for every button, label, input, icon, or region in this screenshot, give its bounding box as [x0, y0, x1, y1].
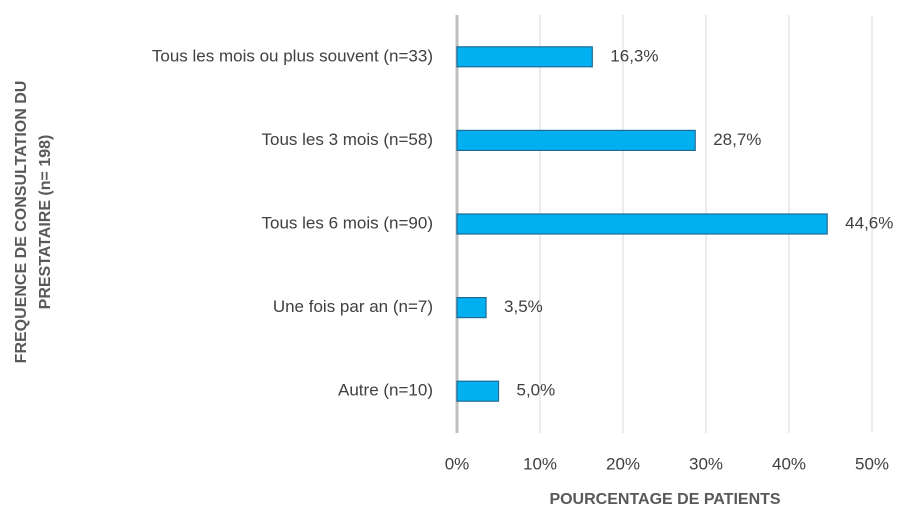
x-tick-label: 0%	[445, 454, 470, 473]
x-tick-label: 50%	[855, 454, 889, 473]
bar	[456, 46, 593, 68]
y-tick-label: Tous les 6 mois (n=90)	[262, 213, 434, 232]
data-label: 3,5%	[504, 297, 543, 316]
y-tick-label: Autre (n=10)	[338, 381, 433, 400]
data-label: 44,6%	[845, 213, 893, 232]
x-tick-label: 10%	[523, 454, 557, 473]
data-label: 28,7%	[713, 130, 761, 149]
x-tick-label: 20%	[606, 454, 640, 473]
bar	[456, 380, 500, 402]
bar	[456, 129, 696, 151]
bar	[456, 297, 487, 319]
y-tick-label: Tous les mois ou plus souvent (n=33)	[152, 46, 433, 65]
y-tick-label: Une fois par an (n=7)	[273, 297, 433, 316]
data-label: 16,3%	[610, 46, 658, 65]
y-tick-label: Tous les 3 mois (n=58)	[262, 130, 434, 149]
y-axis-title: FREQUENCE DE CONSULTATION DU	[13, 81, 30, 364]
data-label: 5,0%	[517, 381, 556, 400]
y-axis-title: PRESTATAIRE (n= 198)	[37, 135, 54, 310]
bar	[456, 213, 828, 235]
x-tick-label: 40%	[772, 454, 806, 473]
x-tick-label: 30%	[689, 454, 723, 473]
x-axis-title: POURCENTAGE DE PATIENTS	[549, 491, 780, 508]
